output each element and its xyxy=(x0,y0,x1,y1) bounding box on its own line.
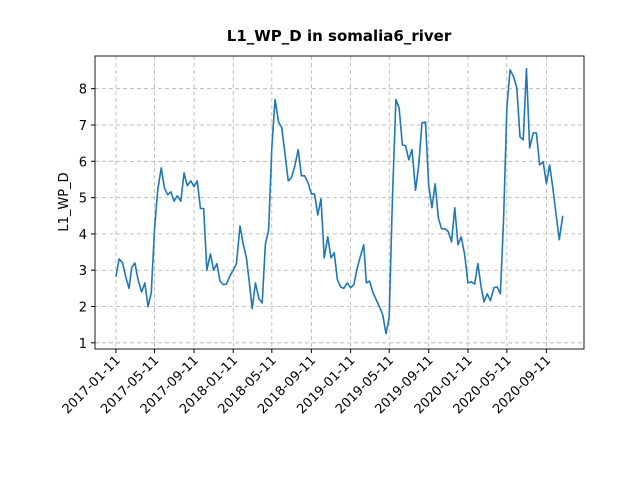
plot-frame xyxy=(94,55,585,350)
y-tick-label: 1 xyxy=(79,337,87,352)
y-tick-label: 5 xyxy=(79,192,87,207)
y-tick-label: 7 xyxy=(79,119,87,134)
y-tick-label: 4 xyxy=(79,228,87,243)
data-line xyxy=(115,67,564,335)
chart-title: L1_WP_D in somalia6_river xyxy=(227,27,452,45)
y-tick-label: 8 xyxy=(79,83,87,98)
y-tick-label: 2 xyxy=(79,301,87,316)
y-axis-label: L1_WP_D xyxy=(57,172,72,231)
y-tick-label: 6 xyxy=(79,155,87,170)
y-tick-label: 3 xyxy=(79,264,87,279)
